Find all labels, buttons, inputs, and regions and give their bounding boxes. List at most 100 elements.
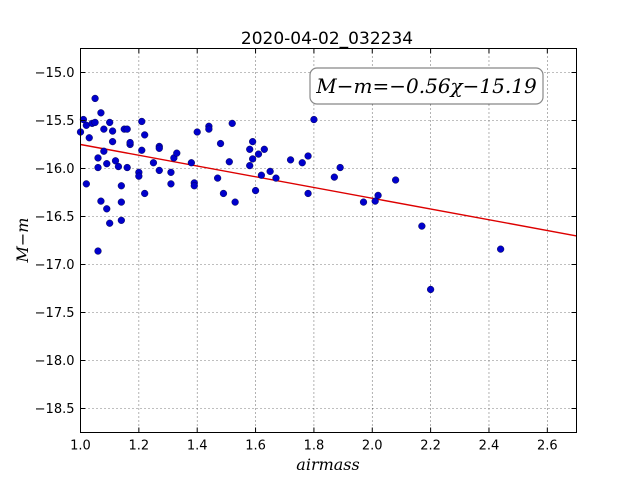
x-tick-label: 1.4 — [187, 439, 208, 454]
y-tick-label: −15.5 — [35, 114, 75, 129]
data-point — [254, 150, 263, 158]
data-point — [126, 138, 134, 147]
data-point — [187, 159, 195, 167]
y-tick-label: −17.0 — [35, 258, 75, 273]
data-point — [135, 172, 143, 180]
data-point — [497, 245, 505, 253]
x-tick-label: 2.2 — [420, 439, 441, 454]
fit-line-group — [80, 143, 577, 237]
data-point — [106, 219, 114, 227]
axis-ticks — [80, 48, 577, 433]
x-tick-label: 1.6 — [245, 439, 266, 454]
data-point — [103, 205, 111, 213]
y-tick-labels: −15.0 −15.5 −16.0 −16.5 −17.0 −17.5 −18.0 −18.5 — [35, 66, 75, 417]
data-point — [82, 180, 90, 188]
data-point — [359, 198, 368, 206]
data-point — [94, 163, 102, 172]
data-point — [286, 156, 295, 164]
data-point — [336, 163, 344, 172]
data-point — [298, 159, 306, 167]
plot-frame — [80, 48, 577, 433]
x-tick-label: 2.4 — [479, 439, 500, 454]
data-point — [91, 94, 99, 103]
x-axis-label: airmass — [296, 455, 359, 474]
data-point — [272, 174, 280, 182]
data-point — [173, 149, 181, 157]
y-tick-label: −15.0 — [35, 66, 75, 81]
data-point — [260, 145, 268, 153]
y-tick-label: −18.5 — [35, 402, 75, 417]
data-point — [266, 167, 274, 175]
data-point — [85, 134, 93, 142]
data-point — [216, 139, 225, 148]
data-point — [190, 182, 198, 190]
data-point — [155, 144, 163, 152]
data-point — [141, 189, 149, 198]
y-tick-label: −17.5 — [35, 306, 75, 321]
data-point — [94, 154, 102, 162]
y-tick-label: −16.5 — [35, 210, 75, 225]
x-tick-label: 2.0 — [362, 439, 383, 454]
data-point — [149, 159, 158, 167]
data-point — [392, 176, 400, 184]
data-point — [330, 173, 338, 181]
data-point — [257, 171, 265, 179]
data-point — [193, 128, 201, 136]
y-axis-label: M−m — [13, 218, 32, 264]
data-point — [106, 118, 114, 127]
data-point — [374, 191, 382, 199]
data-point — [111, 157, 120, 165]
data-point — [225, 158, 233, 166]
data-point — [304, 152, 312, 160]
data-point — [219, 189, 228, 198]
data-point — [427, 285, 435, 294]
data-point — [249, 155, 257, 163]
data-point — [205, 125, 213, 133]
x-tick-label: 1.2 — [129, 439, 150, 454]
annotation-box: M−m=−0.56χ−15.19 — [309, 67, 544, 105]
x-tick-label: 2.6 — [537, 439, 558, 454]
x-tick-label: 1.0 — [70, 439, 91, 454]
data-point — [310, 115, 318, 124]
data-point — [231, 198, 239, 206]
data-point — [304, 189, 312, 198]
y-tick-label: −18.0 — [35, 354, 75, 369]
x-tick-label: 1.8 — [304, 439, 325, 454]
data-point — [108, 138, 117, 146]
data-point — [167, 168, 175, 176]
data-point — [100, 147, 108, 155]
data-point — [141, 131, 149, 139]
data-point — [108, 127, 117, 135]
data-point — [155, 166, 163, 175]
data-point — [214, 174, 222, 182]
data-point — [123, 163, 131, 172]
data-point — [117, 216, 125, 224]
data-point — [97, 197, 105, 205]
x-tick-labels: 1.0 1.2 1.4 1.6 1.8 2.0 2.2 2.4 2.6 — [70, 439, 558, 454]
annotation-text: M−m=−0.56χ−15.19 — [315, 74, 537, 98]
data-point — [138, 117, 146, 126]
data-point — [371, 197, 379, 205]
data-point — [123, 125, 131, 133]
plot-area — [80, 48, 577, 433]
data-point — [228, 119, 236, 127]
data-point — [246, 162, 254, 170]
fit-line — [80, 143, 577, 237]
data-point — [91, 118, 99, 127]
data-point — [97, 109, 105, 117]
data-point — [138, 146, 146, 154]
data-point — [117, 182, 125, 190]
data-point — [251, 186, 260, 195]
y-tick-label: −16.0 — [35, 162, 75, 177]
data-point — [100, 125, 108, 133]
data-point — [167, 180, 175, 188]
data-point — [103, 160, 111, 168]
data-point — [94, 247, 102, 255]
data-point — [249, 138, 257, 146]
chart-title: 2020-04-02_032234 — [241, 29, 413, 49]
data-point — [418, 222, 426, 230]
data-point — [246, 145, 254, 153]
data-points — [76, 94, 505, 294]
data-point — [117, 198, 125, 206]
